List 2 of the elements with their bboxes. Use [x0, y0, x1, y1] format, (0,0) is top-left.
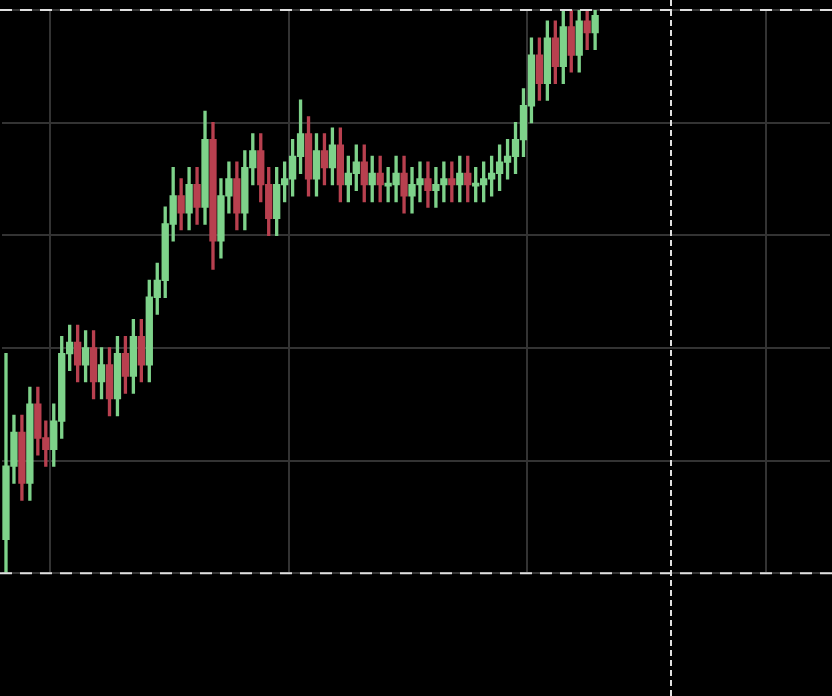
- candlestick: [440, 161, 448, 203]
- candlestick: [432, 167, 440, 208]
